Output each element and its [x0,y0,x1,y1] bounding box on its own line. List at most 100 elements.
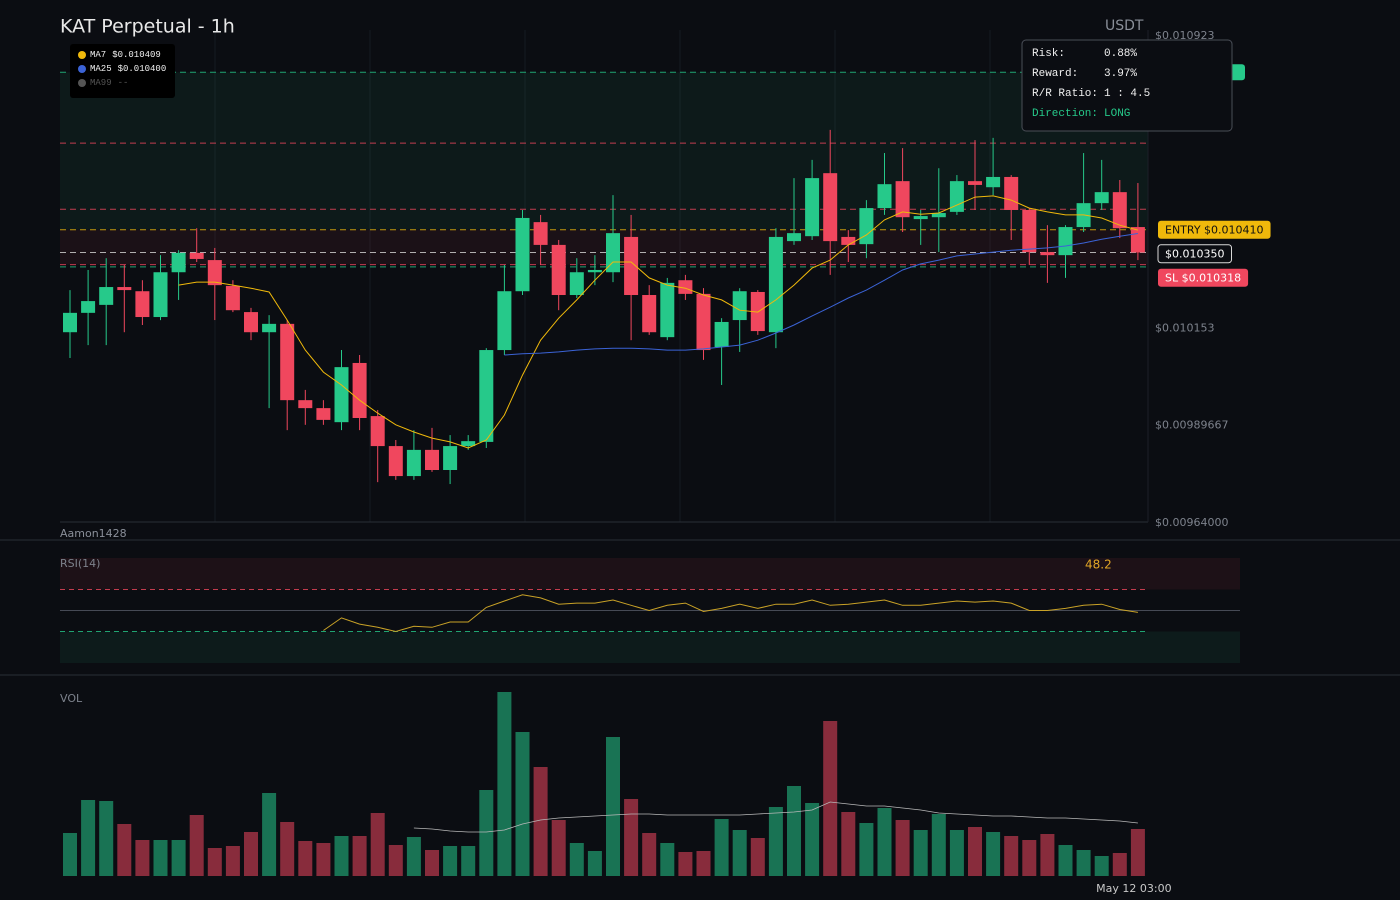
tooltip-key: Risk: [1032,48,1065,60]
candle-body [895,181,910,218]
legend-name: MA99 [90,78,112,88]
volume-bar [225,846,240,876]
candle-body [81,301,96,313]
rsi-value: 48.2 [1085,558,1112,572]
volume-bar [443,846,458,876]
rsi-zone [60,558,1240,590]
candle-body [63,312,77,333]
volume-bar [352,836,367,876]
candle-body [171,252,186,273]
legend-marker [78,51,86,59]
volume-bar [1112,853,1127,876]
candle-body [569,272,584,296]
volume-bar [406,837,421,876]
volume-bar [587,851,602,876]
price-badge: ENTRY $0.010410 [1158,220,1271,239]
volume-bar [913,830,928,876]
candle-body [479,350,494,442]
legend-name: MA25 [90,64,112,74]
volume-bar [1040,834,1055,876]
candle-body [244,312,258,333]
volume-bar [895,820,910,876]
candle-body [497,291,512,351]
candle-body [352,362,367,418]
candle-body [787,233,801,242]
rsi-zone [60,631,1240,663]
volume-bar [732,830,747,876]
volume-bar [859,823,874,876]
candle-body [207,260,222,286]
chart-title: KAT Perpetual - 1h [60,16,235,38]
candle-body [859,208,874,245]
volume-bar [334,836,349,876]
volume-bar [1058,845,1073,876]
ma-line [178,195,1139,449]
ma-line [504,233,1138,356]
volume-bar [986,832,1001,876]
volume-bar [280,822,295,876]
badge-label: ENTRY $0.010410 [1165,224,1264,237]
candle-body [877,184,892,209]
candle-body [262,323,277,333]
candle-body [1130,227,1145,253]
candle-body [153,272,168,318]
volume-bar [660,843,675,876]
candle-body [968,181,982,185]
volume-bar [497,692,512,876]
volume-bar [135,840,150,876]
volume-bar [931,814,946,876]
candle-body [986,176,1001,188]
volume-title: VOL [60,692,83,705]
badge-box [1157,244,1232,264]
candle-body [298,400,313,409]
x-tick-label: May 12 03:00 [1096,882,1171,895]
candle-body [732,291,747,321]
volume-bar [479,790,494,876]
volume-bar [823,721,838,876]
volume-bar [533,767,548,876]
candle-body [551,244,566,296]
volume-bar [1022,840,1037,876]
zone [60,229,1148,265]
candle-body [280,323,295,401]
candle-body [461,441,476,447]
candle-body [135,291,150,318]
volume-bar [841,812,856,876]
volume-bar [750,838,765,876]
volume-bar [877,808,892,876]
volume-bar [551,820,566,876]
volume-bar [153,840,168,876]
volume-bar [244,832,258,876]
volume-bar [171,840,186,876]
tooltip-box [1021,39,1233,132]
volume-bar [949,830,964,876]
y-tick-label: $0.010153 [1155,321,1215,334]
candle-body [624,236,639,296]
badge-label: SL $0.010318 [1165,272,1241,285]
candle-body [696,293,711,351]
volume-bar [370,813,385,876]
price-badge: $0.010350 [1157,244,1232,264]
legend-marker [78,79,86,87]
legend-value: -- [118,78,129,88]
volume-bar [569,843,584,876]
tooltip-key: R/R Ratio: [1032,88,1098,100]
tooltip-value: 0.88% [1104,48,1137,60]
rsi-title: RSI(14) [60,557,100,570]
candle-body [714,321,729,348]
candle-body [642,295,657,333]
volume-bar [316,843,331,876]
legend-box [70,44,175,98]
volume-bar [1076,850,1091,876]
volume-ma-line [413,801,1138,833]
tooltip-key: Reward: [1032,68,1078,80]
volume-bar [298,841,313,876]
candle-body [1022,209,1037,253]
volume-bar [1094,856,1109,876]
tooltip-value: 3.97% [1104,68,1137,80]
candle-body [406,449,421,477]
candle-body [334,367,349,423]
volume-bar [63,833,77,876]
candle-body [316,408,331,420]
